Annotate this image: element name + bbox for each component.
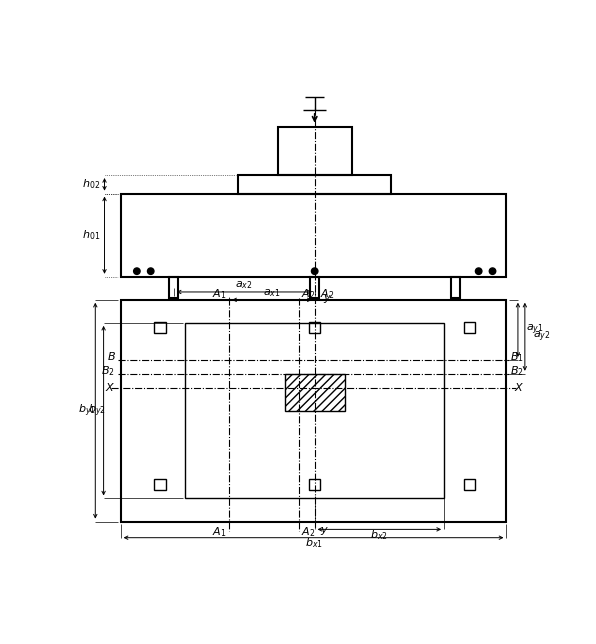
- Text: $a_{x1}$: $a_{x1}$: [263, 287, 281, 299]
- Text: $A_1$: $A_1$: [213, 525, 227, 538]
- Text: $B_1$: $B_1$: [510, 350, 524, 364]
- Text: $B_2$: $B_2$: [101, 364, 115, 378]
- Text: $a_{y1}$: $a_{y1}$: [526, 323, 544, 337]
- Text: $b_{x2}$: $b_{x2}$: [371, 528, 388, 542]
- Text: $h_{02}$: $h_{02}$: [82, 178, 100, 191]
- Text: $b_{y1}$: $b_{y1}$: [78, 402, 96, 419]
- Text: $b_{x1}$: $b_{x1}$: [305, 536, 322, 550]
- Text: y: y: [320, 525, 327, 535]
- Text: $a_{y2}$: $a_{y2}$: [533, 330, 551, 344]
- Text: X: X: [105, 383, 113, 393]
- Circle shape: [147, 268, 154, 274]
- Text: $a_{x2}$: $a_{x2}$: [235, 279, 253, 291]
- Circle shape: [489, 268, 496, 274]
- Text: $b_{y2}$: $b_{y2}$: [88, 402, 105, 419]
- Circle shape: [134, 268, 140, 274]
- Text: $A_2$: $A_2$: [320, 287, 334, 301]
- Text: $A_2$: $A_2$: [301, 287, 315, 301]
- Circle shape: [476, 268, 482, 274]
- Polygon shape: [285, 374, 344, 411]
- Text: $B_2$: $B_2$: [510, 364, 524, 378]
- Circle shape: [312, 268, 318, 274]
- Text: y: y: [323, 292, 330, 303]
- Text: $h_{01}$: $h_{01}$: [82, 228, 100, 242]
- Text: X: X: [514, 383, 522, 393]
- Text: B: B: [107, 352, 115, 362]
- Text: $A_2$: $A_2$: [301, 525, 315, 538]
- Text: $A_1$: $A_1$: [213, 287, 227, 301]
